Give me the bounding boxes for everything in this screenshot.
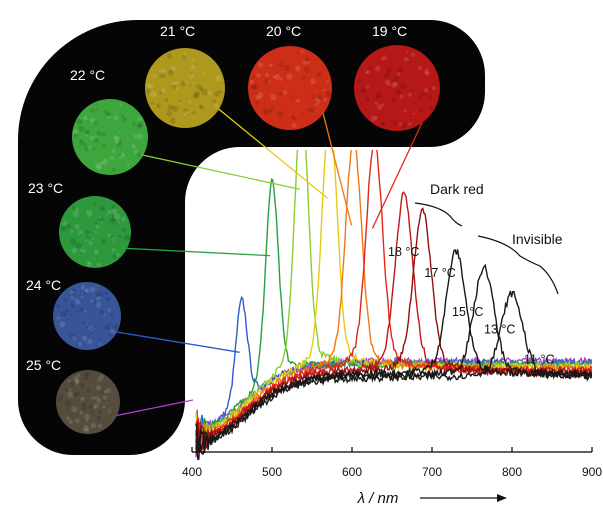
leader-line-24 [112, 330, 240, 353]
x-tick-label: 500 [262, 465, 282, 479]
spectrum-line-20 [195, 150, 592, 448]
x-tick-label: 600 [342, 465, 362, 479]
sample-label-20: 20 °C [266, 23, 301, 39]
curve-label-15: 15 °C [452, 305, 483, 319]
curve-label-13: 13 °C [484, 322, 515, 336]
curve-label-17: 17 °C [424, 266, 455, 280]
sample-disc-20 [248, 46, 332, 130]
spectrum-line-11 [195, 290, 592, 454]
leader-line-21 [214, 105, 329, 199]
x-tick-label: 900 [582, 465, 602, 479]
spectra-group [195, 150, 592, 460]
curve-label-18: 18 °C [388, 245, 419, 259]
curve-label-11: 11 °C [524, 352, 554, 366]
sample-label-25: 25 °C [26, 357, 61, 373]
sample-disc-25 [56, 370, 120, 434]
sample-disc-19 [354, 45, 440, 131]
sample-label-22: 22 °C [70, 67, 105, 83]
leader-line-19 [371, 107, 430, 229]
sample-disc-21 [145, 48, 225, 128]
sample-label-23: 23 °C [28, 180, 63, 196]
leader-line-20 [320, 106, 353, 226]
x-axis-label: λ / nm [357, 490, 399, 507]
sample-label-24: 24 °C [26, 277, 61, 293]
sample-disc-23 [59, 196, 131, 268]
direction-arrow [420, 494, 507, 502]
x-tick-label: 400 [182, 465, 202, 479]
sample-disc-22 [72, 99, 148, 175]
leader-line-22 [138, 153, 300, 190]
sample-label-19: 19 °C [372, 23, 407, 39]
spectrum-line-17 [195, 207, 592, 451]
leader-line-23 [121, 247, 271, 257]
sample-discs: 19 °C 20 °C 21 °C 22 °C 23 °C 24 °C 25 °C [26, 23, 440, 434]
sample-disc-24 [53, 282, 121, 350]
x-tick-label: 700 [422, 465, 442, 479]
dark-red-brace [414, 202, 463, 227]
sample-label-21: 21 °C [160, 23, 195, 39]
leader-lines [111, 105, 430, 418]
dark-red-annotation: Dark red [430, 181, 484, 197]
x-axis: 400 500 600 700 800 900 [182, 447, 602, 479]
x-tick-label: 800 [502, 465, 522, 479]
leader-line-25 [111, 399, 194, 418]
invisible-annotation: Invisible [512, 231, 563, 247]
invisible-brace [477, 235, 559, 295]
